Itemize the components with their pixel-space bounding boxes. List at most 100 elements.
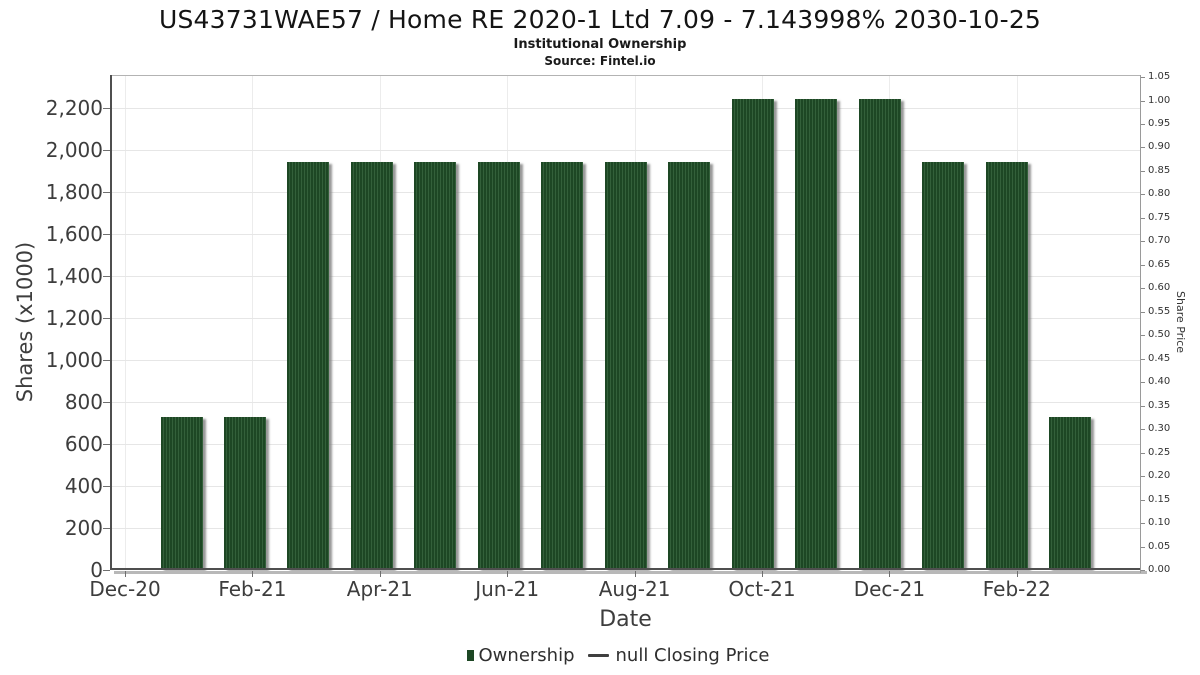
right-axis-tick <box>1141 124 1145 125</box>
right-axis-tick-label: 0.00 <box>1148 564 1171 575</box>
chart-source: Source: Fintel.io <box>544 54 656 68</box>
y-axis-tick <box>103 192 110 193</box>
legend-ownership-label[interactable]: Ownership <box>478 645 575 666</box>
y-axis-tick <box>103 150 110 151</box>
y-axis-tick-label: 2,200 <box>45 96 103 120</box>
y-axis-tick-label: 1,800 <box>45 180 103 204</box>
right-axis-tick-label: 0.65 <box>1148 258 1171 270</box>
right-axis-tick <box>1141 499 1145 501</box>
y-axis-tick-label: 0 <box>90 558 103 582</box>
legend-ownership-marker[interactable] <box>466 650 474 661</box>
ownership-bar[interactable] <box>922 161 964 569</box>
right-axis-tick-label: 0.90 <box>1148 141 1171 153</box>
right-axis-tick <box>1141 264 1145 266</box>
right-axis-tick <box>1141 217 1145 219</box>
right-axis-tick <box>1141 476 1145 478</box>
right-axis-tick-label: 0.50 <box>1148 329 1171 341</box>
y-axis-tick <box>103 486 110 487</box>
right-axis-tick-label: 0.05 <box>1148 540 1171 552</box>
right-axis-tick-label: 0.40 <box>1148 376 1171 388</box>
grid-line-v <box>252 75 254 570</box>
y-axis-tick <box>103 570 110 571</box>
right-axis-tick <box>1141 452 1145 454</box>
x-axis-tick <box>889 571 891 577</box>
right-axis-tick-label: 0.20 <box>1148 470 1171 482</box>
right-axis-tick <box>1141 77 1145 78</box>
y-axis-tick-label: 400 <box>64 474 103 498</box>
right-axis-tick-label: 0.15 <box>1148 493 1171 505</box>
right-axis-tick <box>1141 311 1145 313</box>
right-axis-tick <box>1141 335 1145 337</box>
ownership-bar[interactable] <box>795 98 838 569</box>
ownership-bar[interactable] <box>414 161 457 569</box>
ownership-bar[interactable] <box>858 98 901 569</box>
x-axis-tick-label: Jun-21 <box>475 577 540 601</box>
ownership-bar[interactable] <box>604 161 647 569</box>
y-axis-tick-label: 600 <box>64 432 103 456</box>
x-axis-tick <box>762 571 763 577</box>
x-axis-tick-label: Dec-21 <box>853 577 926 601</box>
right-axis-tick <box>1141 570 1145 571</box>
x-axis-tick <box>125 571 126 577</box>
ownership-bar[interactable] <box>541 161 584 569</box>
x-axis-tick <box>379 571 381 577</box>
ownership-bar[interactable] <box>477 161 520 569</box>
ownership-bar[interactable] <box>1048 416 1091 569</box>
ownership-bar[interactable] <box>160 416 203 569</box>
legend: Ownership null Closing Price <box>18 645 1200 666</box>
y-axis-tick <box>103 360 110 361</box>
ownership-bar[interactable] <box>350 161 393 569</box>
y-axis-tick <box>103 318 110 319</box>
grid-line-h <box>111 150 1140 151</box>
x-axis-line <box>110 568 1141 570</box>
ownership-bar[interactable] <box>731 98 774 569</box>
right-axis-tick <box>1141 546 1145 548</box>
x-axis-tick <box>634 571 636 577</box>
y-axis-tick-label: 1,200 <box>45 306 103 330</box>
ownership-bar[interactable] <box>668 161 711 569</box>
chart-subtitle: Institutional Ownership <box>513 37 687 52</box>
legend-price-label[interactable]: null Closing Price <box>615 645 770 666</box>
right-axis-tick-label: 0.10 <box>1148 517 1171 528</box>
x-axis-tick <box>507 571 509 577</box>
grid-line-v <box>125 75 126 570</box>
x-axis-tick-label: Feb-22 <box>982 577 1051 601</box>
right-axis-tick <box>1141 288 1145 290</box>
right-axis-tick-label: 0.55 <box>1148 305 1171 317</box>
right-axis-tick <box>1141 170 1145 172</box>
right-axis-tick-label: 0.25 <box>1148 446 1171 458</box>
right-axis-tick-label: 0.60 <box>1148 282 1171 294</box>
right-axis-tick-label: 0.75 <box>1148 211 1171 223</box>
right-axis-tick <box>1141 523 1145 524</box>
right-axis-tick <box>1141 241 1145 243</box>
x-axis-tick-label: Oct-21 <box>728 577 796 601</box>
right-axis-tick <box>1141 405 1145 407</box>
right-axis-tick-label: 0.85 <box>1148 164 1171 176</box>
legend-dash-marker[interactable] <box>587 654 609 657</box>
right-axis-tick-label: 0.80 <box>1148 188 1171 200</box>
x-axis-tick <box>252 571 254 577</box>
y-axis-tick-label: 200 <box>64 516 103 540</box>
y-axis-tick <box>103 402 110 403</box>
right-axis-tick <box>1141 194 1145 196</box>
y-axis-tick-label: 1,400 <box>45 264 103 288</box>
ownership-bar[interactable] <box>287 161 330 569</box>
x-axis-tick-label: Aug-21 <box>598 577 671 601</box>
axis-shadow <box>114 571 1147 574</box>
grid-line-h <box>111 108 1140 109</box>
ownership-bar[interactable] <box>985 161 1028 569</box>
x-axis-tick <box>1016 571 1018 577</box>
y-axis-tick <box>103 108 110 109</box>
chart-title: US43731WAE57 / Home RE 2020-1 Ltd 7.09 -… <box>158 5 1042 34</box>
right-axis-tick-label: 0.45 <box>1148 352 1171 364</box>
right-axis-tick-label: 0.30 <box>1148 423 1171 435</box>
right-axis-tick <box>1141 382 1145 384</box>
right-axis-tick-label: 0.35 <box>1148 399 1171 411</box>
right-axis-tick-label: 1.05 <box>1148 71 1171 82</box>
right-axis-tick <box>1141 429 1145 431</box>
right-axis-tick <box>1141 100 1145 102</box>
ownership-bar[interactable] <box>224 416 266 569</box>
x-axis-tick-label: Apr-21 <box>346 577 413 601</box>
y-axis-tick <box>103 234 110 235</box>
